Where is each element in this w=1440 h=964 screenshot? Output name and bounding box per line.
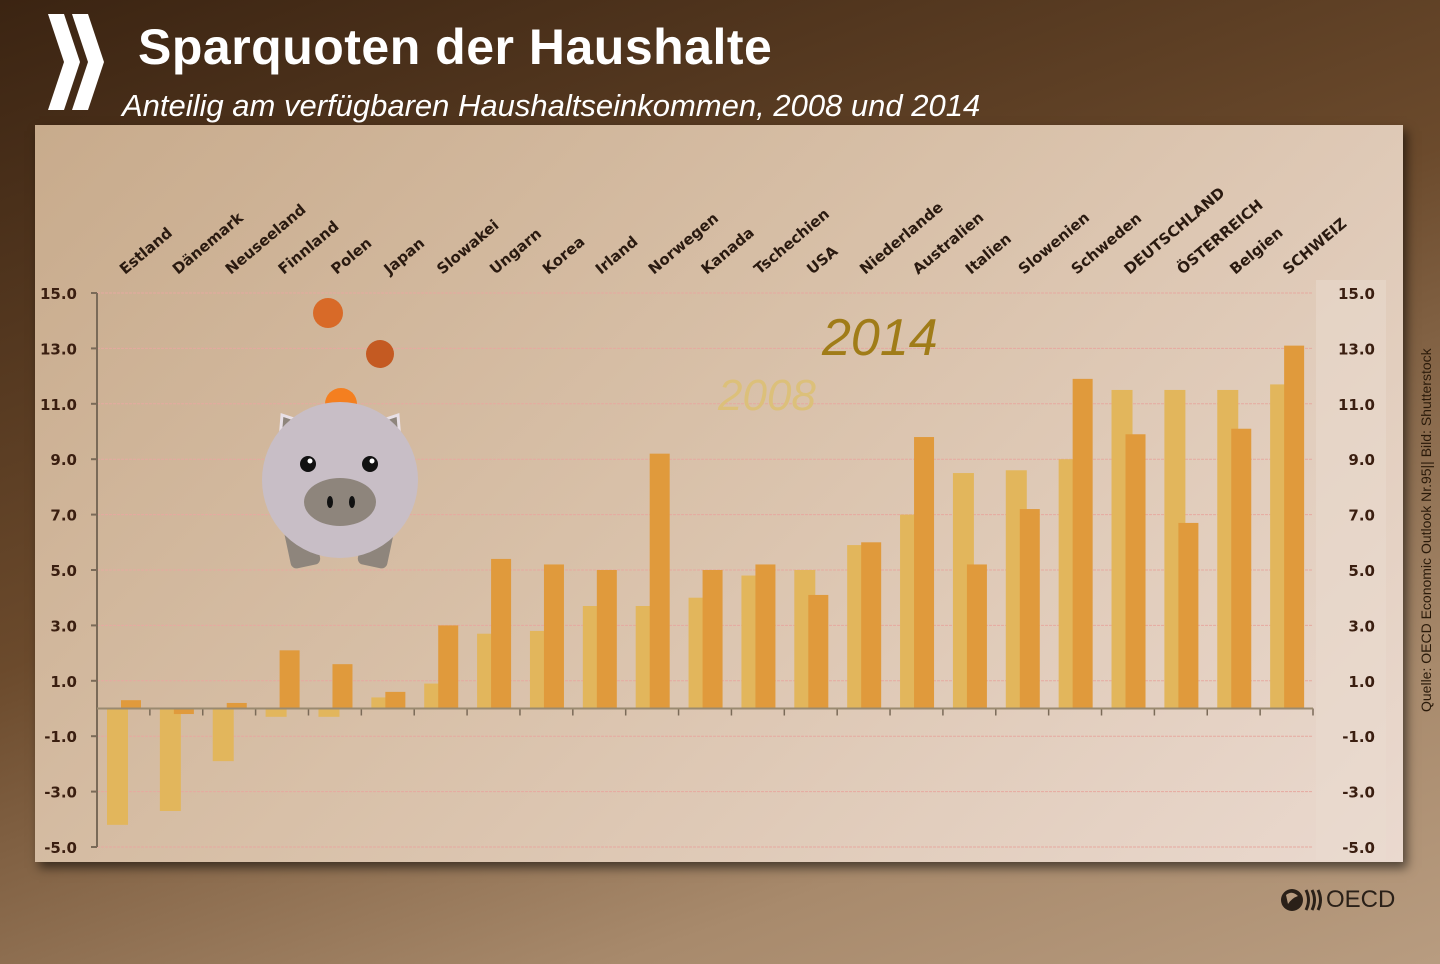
bar-2014-australien <box>914 437 935 709</box>
y-tick-label-left: 11.0 <box>40 396 77 414</box>
y-tick-label-left: 1.0 <box>50 673 77 691</box>
bar-2014-japan <box>385 691 406 709</box>
bar-2008-japan <box>371 697 393 709</box>
page-subtitle: Anteilig am verfügbaren Haushaltseinkomm… <box>122 88 981 123</box>
legend-2014: 2014 <box>821 309 938 367</box>
bar-2014-norwegen <box>649 453 670 709</box>
source-note: Quelle: OECD Economic Outlook Nr.95|| Bi… <box>1418 348 1434 712</box>
page-title: Sparquoten der Haushalte <box>138 19 773 75</box>
bar-2014-schweiz <box>1284 345 1305 709</box>
bar-2014-kanada <box>702 570 723 709</box>
oecd-logo: OECD <box>1280 886 1395 914</box>
bar-2008-neuseeland <box>212 708 234 762</box>
y-tick-label-right: 9.0 <box>1348 451 1375 469</box>
y-tick-label-right: 11.0 <box>1338 396 1375 414</box>
y-tick-label-left: 15.0 <box>40 285 77 303</box>
bar-2014-polen <box>332 664 353 709</box>
bar-2014-slowenien <box>1019 509 1040 709</box>
bar-2014-österreich <box>1178 522 1199 709</box>
y-tick-label-right: 15.0 <box>1338 285 1375 303</box>
x-tick-label: Italien <box>962 230 1015 279</box>
y-tick-label-left: -5.0 <box>44 839 77 857</box>
bar-2014-niederlande <box>861 542 882 709</box>
y-tick-label-right: -3.0 <box>1342 784 1375 802</box>
y-tick-label-left: -3.0 <box>44 784 77 802</box>
bar-2014-estland <box>121 700 141 709</box>
oecd-logo-text: OECD <box>1326 886 1396 913</box>
y-tick-label-right: 13.0 <box>1338 340 1375 358</box>
y-tick-label-left: 9.0 <box>50 451 77 469</box>
x-tick-label: SCHWEIZ <box>1279 214 1350 278</box>
y-tick-label-left: -1.0 <box>44 728 77 746</box>
bar-2008-dänemark <box>159 708 181 811</box>
bar-2014-belgien <box>1231 428 1252 709</box>
y-tick-label-right: 7.0 <box>1348 507 1375 525</box>
piggy-bank-icon <box>262 298 418 569</box>
bar-2014-tschechien <box>755 564 776 709</box>
chevrons-logo-icon <box>48 14 104 110</box>
bar-2008-estland <box>107 708 128 825</box>
y-tick-label-left: 3.0 <box>50 617 77 635</box>
x-tick-label: USA <box>803 242 841 278</box>
x-tick-label: Irland <box>592 232 642 278</box>
y-tick-label-right: 1.0 <box>1348 673 1375 691</box>
y-tick-label-right: 3.0 <box>1348 617 1375 635</box>
bar-2014-korea <box>543 564 564 709</box>
bar-2014-finnland <box>279 650 300 709</box>
bar-2014-italien <box>966 564 987 709</box>
bar-2008-polen <box>318 708 340 717</box>
bar-2014-neuseeland <box>226 702 247 709</box>
right-axis-band <box>1316 280 1386 860</box>
bar-2014-slowakei <box>438 625 459 709</box>
x-tick-label: Polen <box>327 234 375 278</box>
y-tick-label-left: 13.0 <box>40 340 77 358</box>
x-tick-label: Estland <box>116 224 176 278</box>
y-tick-label-right: -5.0 <box>1342 839 1375 857</box>
y-tick-label-left: 7.0 <box>50 507 77 525</box>
bar-2014-deutschland <box>1125 434 1146 709</box>
bar-2014-irland <box>596 570 617 709</box>
y-tick-label-left: 5.0 <box>50 562 77 580</box>
x-tick-label: Japan <box>380 234 429 279</box>
bar-2008-finnland <box>265 708 287 717</box>
bar-2014-dänemark <box>173 708 194 715</box>
bar-2014-schweden <box>1072 378 1093 709</box>
bar-2014-ungarn <box>491 558 512 709</box>
bar-2014-usa <box>808 594 829 709</box>
x-tick-label: Korea <box>539 233 588 279</box>
oecd-globe-icon <box>1281 889 1322 911</box>
y-tick-label-right: 5.0 <box>1348 562 1375 580</box>
y-tick-label-right: -1.0 <box>1342 728 1375 746</box>
legend-2008: 2008 <box>717 371 816 420</box>
